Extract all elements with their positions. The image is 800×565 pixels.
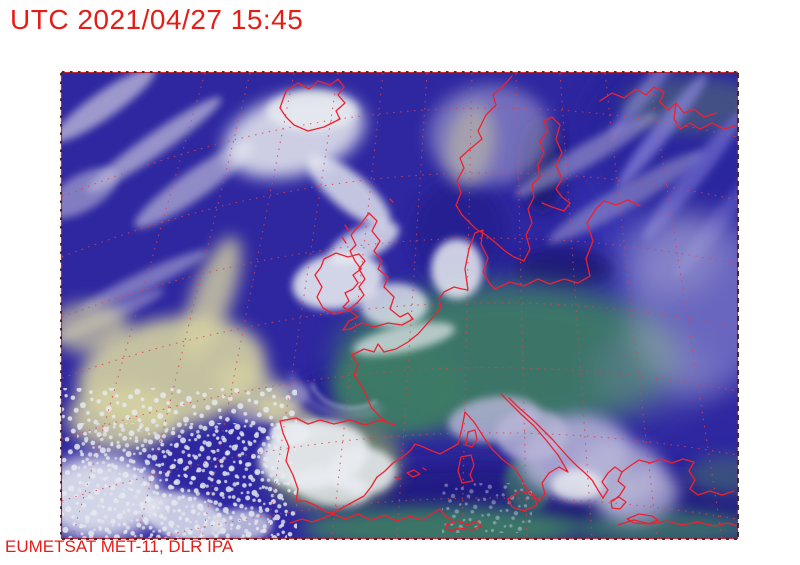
credit-label: EUMETSAT MET-11, DLR IPA xyxy=(5,537,234,556)
cloud-layer xyxy=(62,73,737,538)
map-frame-ticks xyxy=(60,71,739,540)
graticule-overlay xyxy=(62,73,737,538)
speckle-cumulus-layer xyxy=(62,388,532,538)
coastline-overlay xyxy=(279,75,737,532)
satellite-map-frame xyxy=(60,71,739,540)
satellite-image xyxy=(60,71,739,540)
timestamp-label: UTC 2021/04/27 15:45 xyxy=(10,4,304,35)
